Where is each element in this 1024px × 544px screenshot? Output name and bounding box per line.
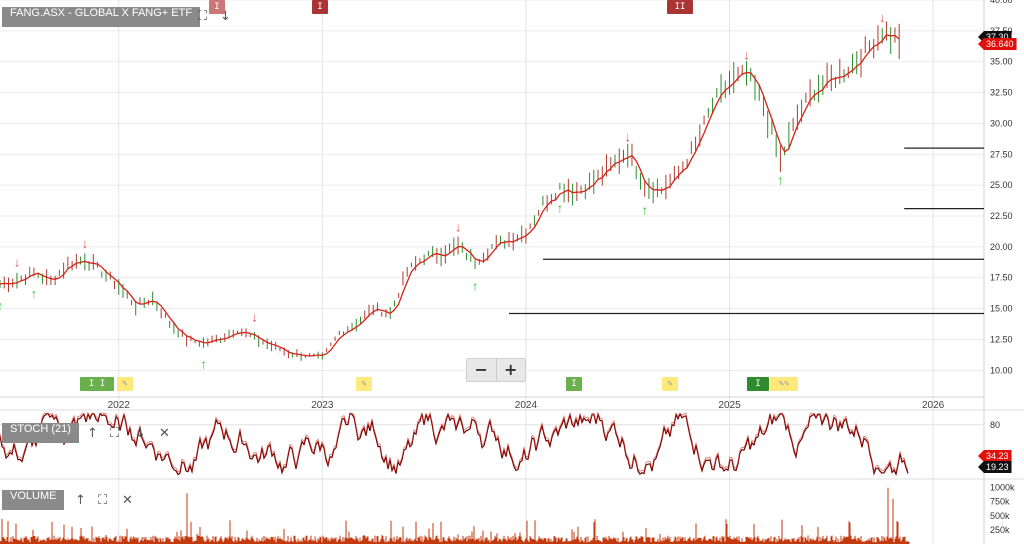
note-marker[interactable]: ✎✎ xyxy=(770,377,798,391)
event-marker[interactable]: I xyxy=(747,377,769,391)
price-y-tick-label: 17.50 xyxy=(990,273,1013,283)
stoch-d-line xyxy=(0,411,909,474)
event-marker[interactable]: I I xyxy=(80,377,114,391)
signal-arrows: ↑ ↑ ↑ ↑ ↑ ↑ ↑ ↓ ↓ ↓ ↓ ↓ ↓ ↓ xyxy=(0,10,885,372)
zoom-out-button[interactable]: − xyxy=(474,360,488,379)
price-y-tick-label: 35.00 xyxy=(990,57,1013,67)
sell-signal-arrow: ↓ xyxy=(82,236,89,251)
zoom-controls: − + xyxy=(466,358,526,382)
x-tick-label: 2023 xyxy=(311,400,334,411)
price-y-tick-label: 32.50 xyxy=(990,88,1013,98)
event-marker[interactable]: I xyxy=(312,0,328,14)
x-tick-label: 2024 xyxy=(515,400,538,411)
price-line xyxy=(0,34,900,357)
price-y-tick-label: 15.00 xyxy=(990,304,1013,314)
volume-y-tick-label: 500k xyxy=(990,511,1010,521)
arrow-up-icon[interactable]: ↑ xyxy=(87,426,98,441)
volume-panel-label[interactable]: VOLUME xyxy=(2,490,65,510)
support-levels xyxy=(508,147,984,315)
x-tick-label: 2025 xyxy=(718,400,741,411)
x-tick-label: 2022 xyxy=(108,400,131,411)
sell-signal-arrow: ↓ xyxy=(251,310,258,325)
event-marker[interactable]: II xyxy=(667,0,693,14)
price-y-tick-label: 12.50 xyxy=(990,334,1013,344)
sell-signal-arrow: ↓ xyxy=(624,130,631,145)
buy-signal-arrow: ↑ xyxy=(472,278,479,293)
price-y-tick-label: 30.00 xyxy=(990,118,1013,128)
expand-icon[interactable]: ⛶ xyxy=(110,426,120,441)
buy-signal-arrow: ↑ xyxy=(0,298,3,313)
volume-y-tick-label: 1000k xyxy=(990,483,1015,493)
price-grid xyxy=(0,0,985,544)
volume-y-tick-label: 250k xyxy=(990,525,1010,535)
stoch-panel: 80 xyxy=(0,409,1024,477)
close-icon[interactable]: ✕ xyxy=(159,426,170,441)
expand-icon[interactable]: ⛶ xyxy=(98,493,108,508)
arrow-down-icon[interactable]: ↓ xyxy=(135,426,146,441)
zoom-in-button[interactable]: + xyxy=(495,359,526,381)
stoch-tag-d: 19.23 xyxy=(978,461,1012,473)
stoch-k-line xyxy=(0,411,909,477)
x-axis: 2022 2023 2024 2025 2026 xyxy=(0,396,984,411)
price-tag-last: 36.640 xyxy=(978,38,1017,50)
arrow-down-icon[interactable]: ↓ xyxy=(220,9,231,24)
arrow-up-icon[interactable]: ↑ xyxy=(75,493,86,508)
price-y-tick-label: 40.00 xyxy=(990,0,1013,5)
sell-signal-arrow: ↓ xyxy=(14,255,21,270)
price-y-tick-label: 10.00 xyxy=(990,365,1013,375)
price-y-tick-label: 25.00 xyxy=(990,180,1013,190)
price-y-tick-label: 37.50 xyxy=(990,26,1013,36)
buy-signal-arrow: ↑ xyxy=(31,286,38,301)
stoch-panel-label[interactable]: STOCH (21) xyxy=(2,423,79,443)
price-line-group xyxy=(0,34,900,357)
sell-signal-arrow: ↓ xyxy=(455,219,462,234)
buy-signal-arrow: ↑ xyxy=(557,200,564,215)
price-y-tick-label: 22.50 xyxy=(990,211,1013,221)
sell-signal-arrow: ↓ xyxy=(743,47,750,62)
note-marker[interactable]: ✎ xyxy=(356,377,372,391)
volume-y-tick-label: 750k xyxy=(990,497,1010,507)
price-panel-label[interactable]: FANG.ASX - GLOBAL X FANG+ ETF xyxy=(2,7,201,27)
buy-signal-arrow: ↑ xyxy=(200,357,207,372)
note-marker[interactable]: ✎ xyxy=(117,377,133,391)
buy-signal-arrow: ↑ xyxy=(777,173,784,188)
stoch-tag-k: 34.23 xyxy=(978,450,1012,462)
close-icon[interactable]: ✕ xyxy=(122,493,133,508)
price-bars xyxy=(0,21,900,361)
stoch-y-tick-label: 80 xyxy=(990,420,1000,430)
sell-signal-arrow: ↓ xyxy=(879,10,886,25)
event-marker[interactable]: I xyxy=(209,0,225,14)
x-tick-label: 2026 xyxy=(922,400,945,411)
expand-icon[interactable]: ⛶ xyxy=(198,9,208,24)
buy-signal-arrow: ↑ xyxy=(641,203,648,218)
price-y-axis: 10.00 12.50 15.00 17.50 20.00 22.50 25.00 27.50… xyxy=(990,0,1013,375)
price-y-tick-label: 20.00 xyxy=(990,242,1013,252)
price-y-tick-label: 27.50 xyxy=(990,149,1013,159)
note-marker[interactable]: ✎ xyxy=(662,377,678,391)
volume-panel: 1000k 750k 500k 250k xyxy=(0,478,1024,544)
event-marker[interactable]: I xyxy=(566,377,582,391)
